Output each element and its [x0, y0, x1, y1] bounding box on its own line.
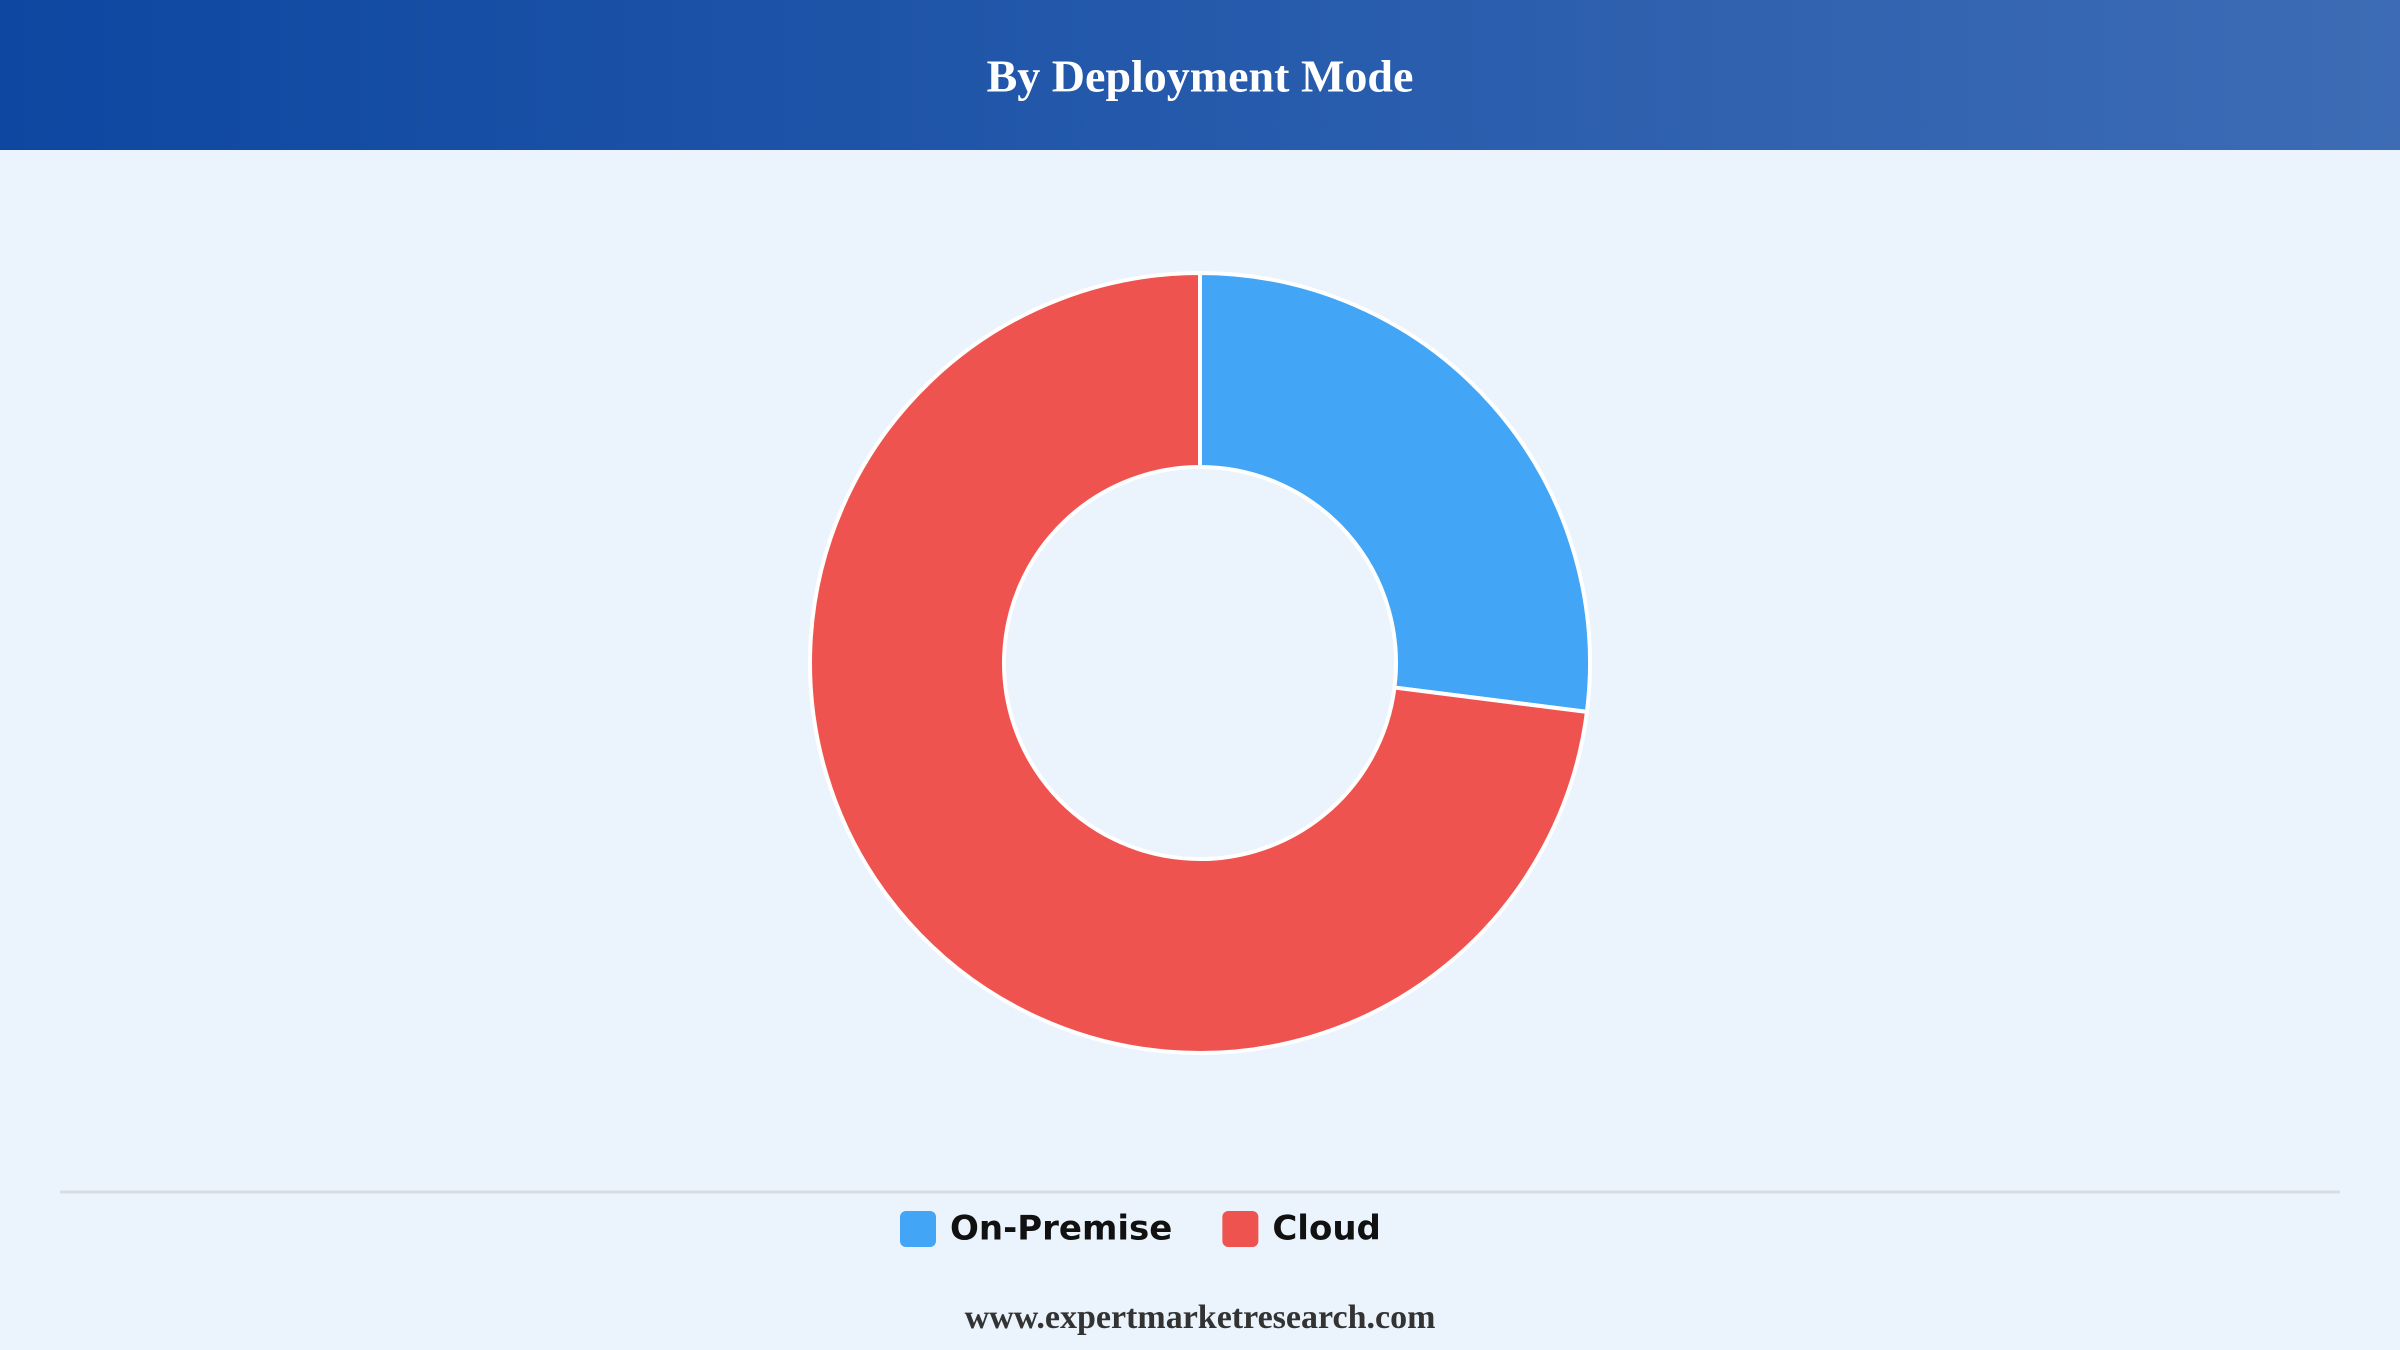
- header-bar: [0, 0, 2400, 150]
- legend: On-Premise Cloud: [900, 1209, 1381, 1249]
- donut-slice: [1198, 270, 1592, 715]
- legend-label: Cloud: [1272, 1209, 1381, 1249]
- donut-slice: [808, 270, 1590, 1055]
- footer: www.expertmarketresearch.com: [965, 1299, 1436, 1336]
- legend-swatch: [1222, 1211, 1259, 1247]
- donut: [808, 270, 1592, 1055]
- legend-label: On-Premise: [950, 1209, 1172, 1249]
- chart-title: By Deployment Mode: [987, 51, 1414, 102]
- legend-swatch: [900, 1211, 936, 1247]
